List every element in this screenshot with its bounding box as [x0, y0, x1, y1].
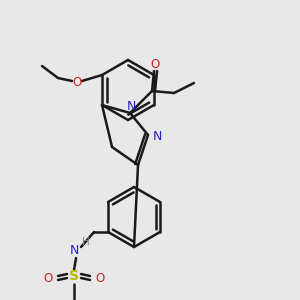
Text: O: O — [72, 76, 82, 88]
Text: N: N — [69, 244, 79, 257]
Text: H: H — [82, 237, 90, 247]
Text: S: S — [69, 269, 79, 283]
Text: N: N — [126, 100, 136, 112]
Text: O: O — [44, 272, 53, 284]
Text: O: O — [95, 272, 105, 284]
Text: O: O — [150, 58, 160, 71]
Text: N: N — [152, 130, 162, 143]
